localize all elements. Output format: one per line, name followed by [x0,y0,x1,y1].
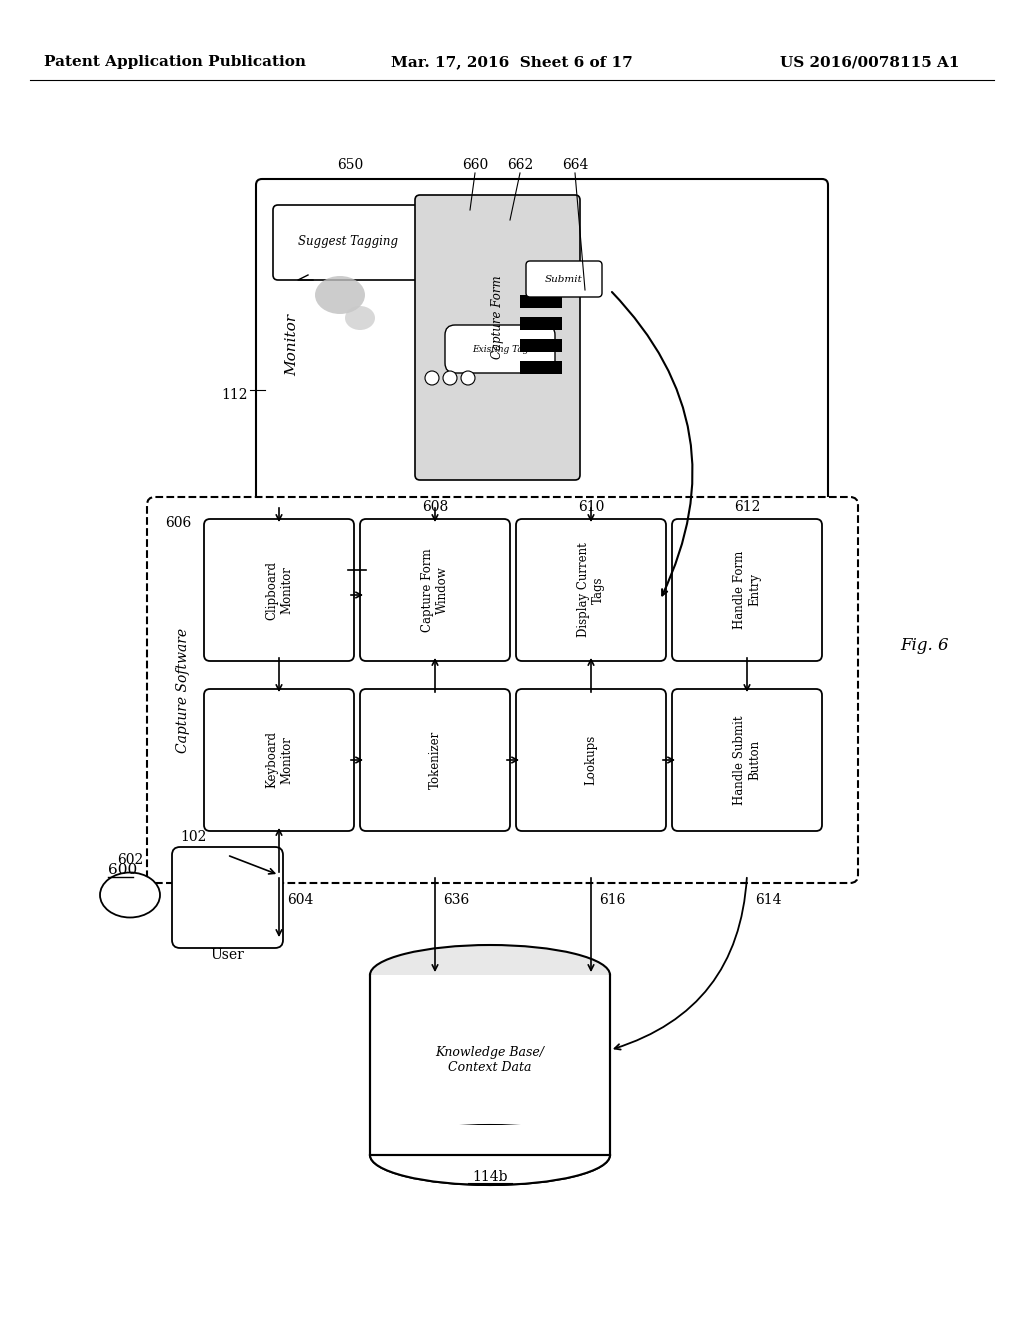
Bar [520,360,562,374]
FancyBboxPatch shape [360,519,510,661]
FancyBboxPatch shape [256,180,828,511]
Text: 600: 600 [108,863,137,876]
FancyBboxPatch shape [672,689,822,832]
Text: Fig. 6: Fig. 6 [900,636,948,653]
Bar [520,339,562,352]
Text: Submit: Submit [545,275,583,284]
FancyBboxPatch shape [273,205,423,280]
Text: 650: 650 [337,158,364,172]
Text: Clipboard
Monitor: Clipboard Monitor [265,561,293,619]
Text: 614: 614 [755,894,781,907]
Text: User: User [210,948,244,962]
Text: Handle Submit
Button: Handle Submit Button [733,715,761,805]
Text: 616: 616 [599,894,626,907]
FancyBboxPatch shape [526,261,602,297]
Text: Knowledge Base/
Context Data: Knowledge Base/ Context Data [435,1045,545,1074]
Circle shape [461,371,475,385]
Text: Suggest Tagging: Suggest Tagging [298,235,398,248]
Text: Monitor: Monitor [285,314,299,376]
Bar [520,317,562,330]
Text: 610: 610 [578,500,604,513]
FancyBboxPatch shape [204,519,354,661]
Text: 636: 636 [443,894,469,907]
Text: 608: 608 [422,500,449,513]
Text: 112: 112 [221,388,248,403]
Ellipse shape [100,873,160,917]
Text: Patent Application Publication: Patent Application Publication [44,55,306,69]
Text: Keyboard
Monitor: Keyboard Monitor [265,731,293,788]
FancyBboxPatch shape [445,325,555,374]
Text: Handle Form
Entry: Handle Form Entry [733,550,761,630]
Ellipse shape [315,276,365,314]
Text: Lookups: Lookups [585,735,597,785]
Bar [520,294,562,308]
Text: Capture Form
Window: Capture Form Window [421,548,449,632]
Text: Tokenizer: Tokenizer [428,731,441,789]
Ellipse shape [370,1125,610,1185]
Ellipse shape [370,1125,610,1185]
Text: Existing Tag: Existing Tag [472,345,528,354]
Ellipse shape [345,306,375,330]
Circle shape [425,371,439,385]
FancyBboxPatch shape [360,689,510,832]
FancyBboxPatch shape [516,689,666,832]
Text: 102: 102 [180,830,207,843]
Text: 114b: 114b [472,1170,508,1184]
Text: 662: 662 [507,158,534,172]
Text: Capture Form: Capture Form [490,275,504,359]
Text: Mar. 17, 2016  Sheet 6 of 17: Mar. 17, 2016 Sheet 6 of 17 [391,55,633,69]
FancyBboxPatch shape [672,519,822,661]
Bar [370,945,610,1125]
Ellipse shape [370,945,610,1005]
Circle shape [443,371,457,385]
FancyBboxPatch shape [415,195,580,480]
Text: Display Current
Tags: Display Current Tags [577,543,605,638]
Text: 604: 604 [287,894,313,907]
Text: 660: 660 [462,158,488,172]
Bar [371,1125,609,1155]
Text: 606: 606 [165,516,191,531]
FancyBboxPatch shape [172,847,283,948]
Text: US 2016/0078115 A1: US 2016/0078115 A1 [780,55,959,69]
Text: Capture Software: Capture Software [176,627,190,752]
FancyBboxPatch shape [204,689,354,832]
FancyBboxPatch shape [516,519,666,661]
FancyBboxPatch shape [147,498,858,883]
Text: 612: 612 [734,500,760,513]
Bar [371,975,609,1125]
Text: 602: 602 [117,853,143,867]
Text: 664: 664 [562,158,588,172]
